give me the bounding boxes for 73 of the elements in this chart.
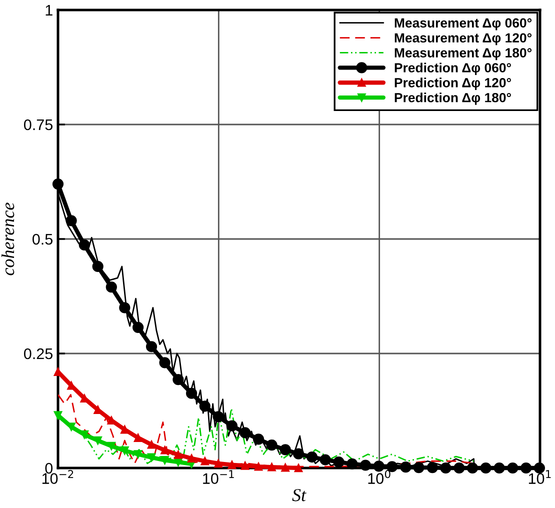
point: [132, 322, 144, 333]
point: [107, 442, 116, 450]
point: [494, 462, 505, 474]
point: [54, 411, 62, 420]
point: [200, 456, 210, 466]
point: [294, 464, 303, 472]
legend-label: Measurement Δφ 060°: [394, 18, 532, 30]
point: [228, 460, 236, 469]
point: [172, 374, 184, 386]
y-tick-label: 0.75: [24, 119, 52, 130]
point: [199, 400, 210, 412]
point: [306, 451, 318, 463]
point: [187, 454, 196, 463]
point: [400, 462, 412, 473]
point: [147, 453, 156, 462]
point: [292, 448, 304, 460]
point: [174, 450, 182, 459]
point: [333, 456, 344, 468]
legend-label: Measurement Δφ 180°: [394, 48, 532, 60]
point: [52, 178, 64, 190]
point: [226, 420, 238, 432]
x-tick-label: 10$^{−1}$: [203, 470, 234, 484]
point: [534, 462, 545, 474]
point: [480, 462, 492, 474]
point: [266, 440, 278, 451]
legend-label: Prediction Δφ 120°: [394, 78, 511, 90]
point: [106, 282, 117, 293]
point: [160, 446, 169, 454]
point: [147, 440, 156, 449]
point: [252, 434, 264, 445]
legend-label: Prediction Δφ 180°: [394, 92, 511, 105]
point: [134, 434, 142, 442]
point: [466, 462, 478, 474]
point: [426, 462, 438, 474]
x-tick-label: 10$^{0}$: [368, 470, 390, 484]
point: [281, 463, 290, 472]
legend-label: Measurement Δφ 120°: [394, 33, 532, 46]
point: [160, 456, 169, 464]
x-axis-title: St: [292, 489, 306, 502]
y-tick-label: 0.25: [24, 348, 52, 360]
point: [159, 357, 170, 368]
point: [94, 436, 102, 445]
point: [66, 215, 77, 226]
point: [119, 302, 130, 314]
point: [120, 446, 129, 455]
point: [268, 462, 276, 472]
point: [186, 388, 198, 399]
point: [360, 460, 372, 471]
point: [214, 459, 222, 468]
y-axis-title: coherence: [1, 202, 14, 276]
point: [92, 260, 104, 272]
point: [120, 425, 129, 434]
legend-label: Prediction Δφ 060°: [394, 62, 511, 76]
point: [240, 462, 250, 470]
x-tick-label: 10$^{1}$: [528, 470, 551, 484]
point: [280, 444, 291, 456]
point: [254, 462, 263, 471]
y-tick-label: 1: [46, 5, 52, 16]
point: [413, 462, 424, 474]
y-tick-label: 0.5: [32, 234, 52, 245]
point: [373, 460, 384, 472]
point: [454, 462, 465, 474]
point: [520, 462, 532, 474]
point: [240, 427, 251, 438]
point: [146, 341, 158, 352]
point: [440, 462, 452, 474]
point: [346, 458, 358, 470]
point: [78, 239, 90, 251]
point: [134, 450, 142, 458]
point: [320, 454, 331, 466]
point: [212, 411, 224, 422]
point: [80, 430, 89, 439]
point: [507, 462, 518, 474]
